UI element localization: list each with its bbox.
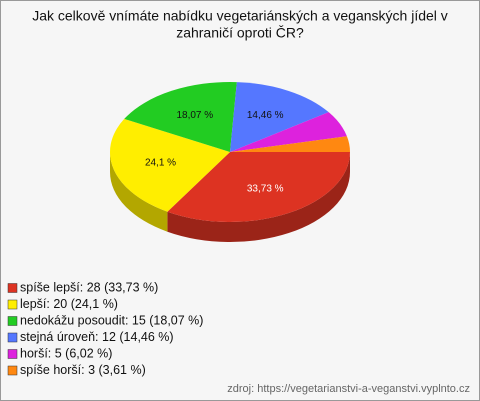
source: zdroj: https://vegetarianstvi-a-veganstv…	[227, 383, 470, 395]
slice-side	[167, 152, 350, 242]
legend-label: stejná úroveň: 12 (14,46 %)	[20, 330, 174, 344]
chart-title: zahraničí oproti ČR?	[176, 25, 304, 41]
legend-swatch	[7, 299, 18, 310]
legend-swatch	[7, 365, 18, 376]
legend-label: nedokážu posoudit: 15 (18,07 %)	[20, 313, 203, 327]
legend-swatch	[7, 332, 18, 343]
legend-swatch	[7, 283, 18, 293]
slice	[167, 152, 350, 222]
slice	[230, 112, 347, 152]
slice	[230, 82, 329, 152]
legend-swatch	[7, 316, 18, 326]
value-label: 18,07 %	[176, 110, 213, 121]
legend-label: spíše lepší: 28 (33,73 %)	[20, 280, 158, 294]
chart-title: Jak celkově vnímáte nabídku vegetariánsk…	[32, 8, 448, 24]
slice	[124, 82, 237, 152]
value-label: 24,1 %	[145, 158, 176, 169]
legend-swatch	[7, 349, 18, 359]
value-label: 14,46 %	[247, 110, 284, 121]
slice-side	[110, 152, 168, 232]
slice	[109, 118, 230, 212]
legend-label: horší: 5 (6,02 %)	[20, 346, 112, 360]
legend-label: spíše horší: 3 (3,61 %)	[20, 363, 146, 377]
legend-label: lepší: 20 (24,1 %)	[20, 297, 118, 311]
slice	[230, 136, 350, 152]
value-label: 33,73 %	[247, 183, 284, 194]
